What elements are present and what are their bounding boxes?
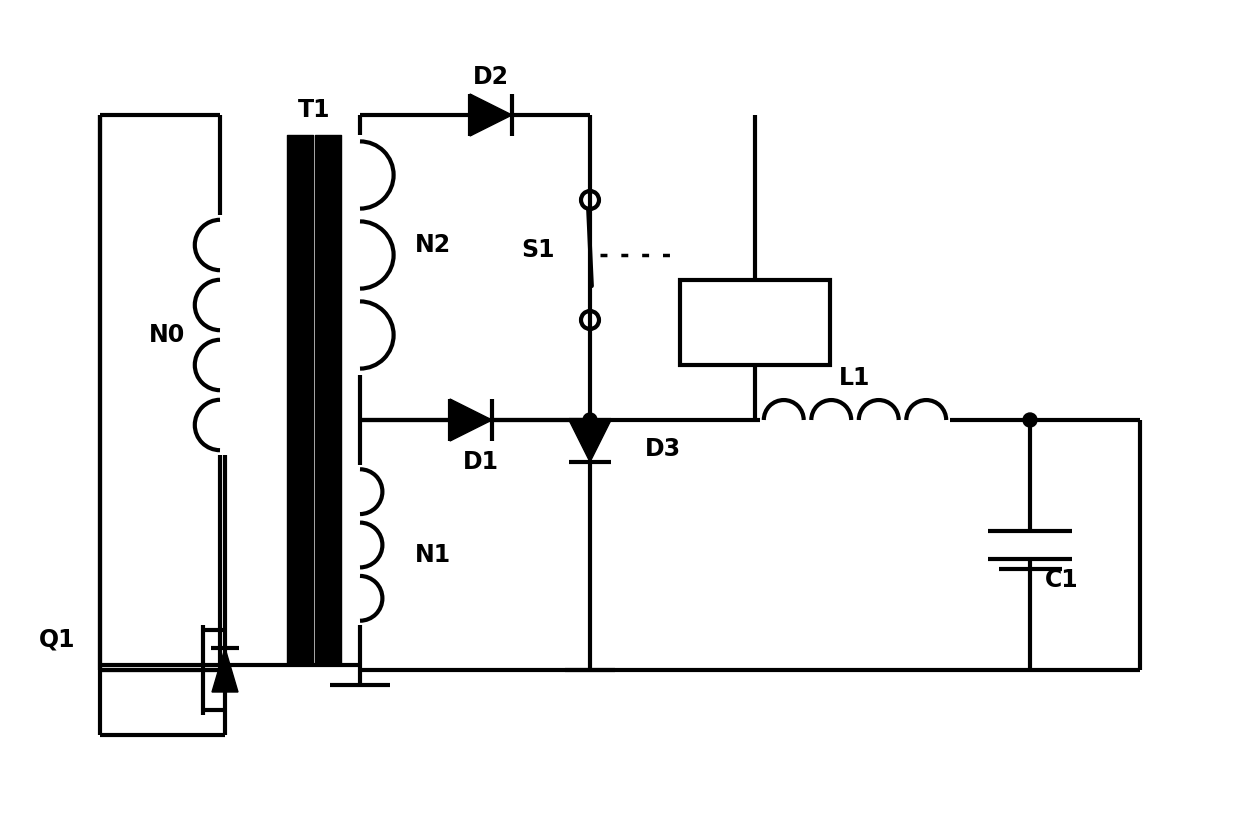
Circle shape: [1023, 413, 1037, 427]
Text: C1: C1: [1044, 568, 1079, 592]
Text: S1: S1: [522, 238, 555, 262]
Circle shape: [584, 413, 597, 427]
Bar: [680, 280, 830, 365]
Text: T1: T1: [297, 98, 331, 122]
Text: N2: N2: [415, 233, 451, 257]
Polygon shape: [569, 420, 611, 462]
Text: N1: N1: [415, 543, 451, 567]
Text: D3: D3: [646, 438, 681, 462]
Text: D2: D2: [473, 65, 509, 89]
Polygon shape: [470, 94, 512, 136]
Polygon shape: [212, 648, 238, 692]
Text: D1: D1: [463, 450, 499, 474]
Text: L1: L1: [839, 366, 871, 390]
Polygon shape: [450, 399, 492, 441]
Text: N0: N0: [149, 323, 185, 347]
Text: Q1: Q1: [38, 628, 76, 652]
